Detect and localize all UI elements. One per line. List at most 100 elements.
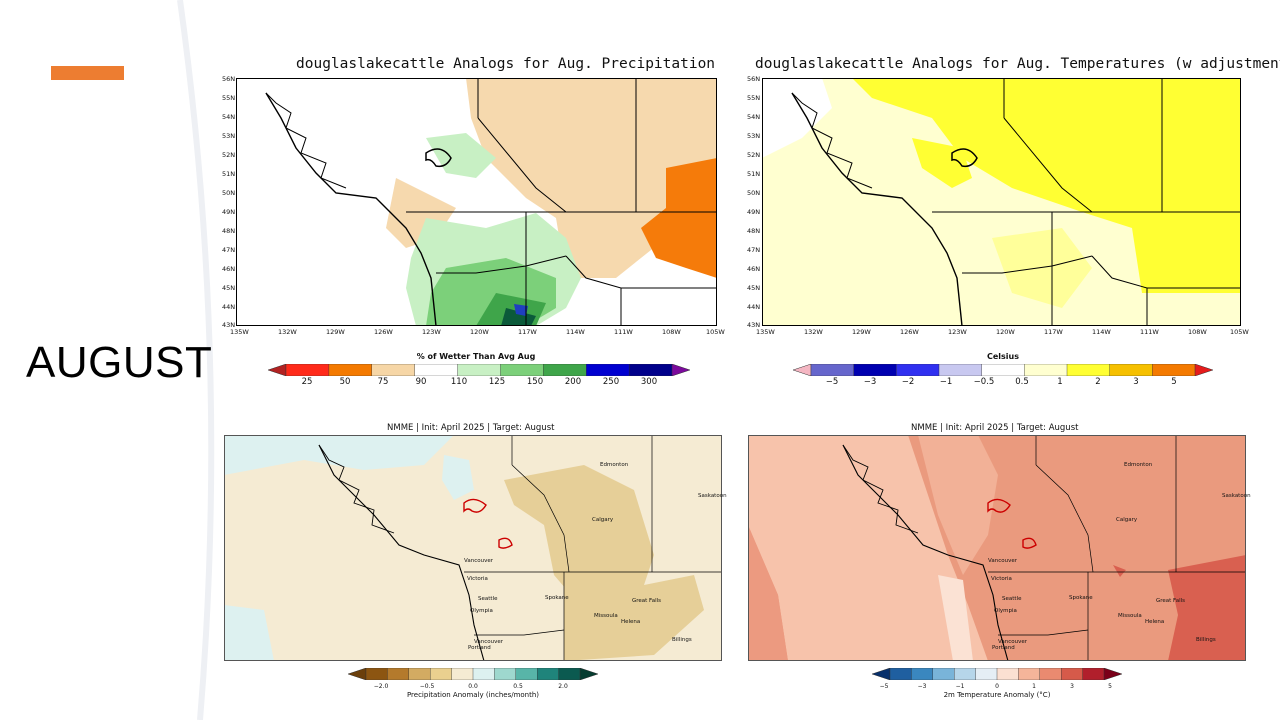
city-label: Portland: [468, 645, 491, 651]
colorbar-label: −2: [901, 377, 915, 387]
colorbar-segment: [1082, 668, 1105, 680]
colorbar-label: −1: [939, 377, 953, 387]
temp-colorbar: [793, 364, 1213, 376]
lon-tick: 123W: [948, 328, 967, 336]
colorbar-segment: [586, 364, 630, 376]
lat-tick: 43N: [747, 321, 761, 329]
city-label: Olympia: [470, 608, 493, 614]
colorbar-label: 2.0: [558, 683, 568, 690]
lon-tick: 114W: [1092, 328, 1111, 336]
colorbar-segment: [365, 668, 389, 680]
lat-tick: 51N: [747, 170, 761, 178]
colorbar-label: 0: [995, 683, 999, 690]
lat-tick: 48N: [747, 227, 761, 235]
lon-tick: 120W: [996, 328, 1015, 336]
colorbar-segment: [500, 364, 545, 376]
lat-tick: 45N: [222, 284, 236, 292]
colorbar-segment: [938, 364, 983, 376]
colorbar-cap-low: [872, 668, 891, 680]
lat-tick: 55N: [222, 94, 236, 102]
precip-colorbar: [268, 364, 690, 376]
colorbar-label: −5: [879, 683, 889, 690]
lat-tick: 46N: [747, 265, 761, 273]
colorbar-segment: [408, 668, 431, 680]
colorbar-label: 3: [1070, 683, 1074, 690]
colorbar-segment: [457, 364, 502, 376]
city-label: Calgary: [1116, 517, 1138, 523]
colorbar-segment: [285, 364, 330, 376]
lat-tick: 54N: [747, 113, 761, 121]
city-label: Seattle: [478, 596, 498, 602]
lat-tick: 56N: [222, 75, 236, 83]
lon-tick: 132W: [804, 328, 823, 336]
city-label: Edmonton: [1124, 462, 1153, 468]
city-label: Great Falls: [1156, 598, 1186, 604]
colorbar-label: −1: [955, 683, 965, 690]
colorbar-segment: [628, 364, 673, 376]
colorbar-label: −3: [863, 377, 877, 387]
colorbar-segment: [1039, 668, 1062, 680]
lat-tick: 49N: [747, 208, 761, 216]
city-label: Victoria: [991, 576, 1012, 582]
precip-colorbar-title: % of Wetter Than Avg Aug: [416, 352, 536, 361]
lat-tick: 55N: [747, 94, 761, 102]
lon-tick: 135W: [756, 328, 775, 336]
city-label: Missoula: [594, 613, 618, 619]
lat-tick: 45N: [747, 284, 761, 292]
colorbar-label: 75: [377, 377, 389, 387]
colorbar-cap-low: [268, 364, 287, 376]
lat-tick: 50N: [747, 189, 761, 197]
colorbar-segment: [429, 668, 453, 680]
colorbar-segment: [1060, 668, 1084, 680]
colorbar-label: 200: [564, 377, 582, 387]
colorbar-label: −0.5: [973, 377, 995, 387]
city-label: Billings: [672, 637, 692, 643]
city-label: Helena: [1145, 619, 1165, 625]
temp-map-title: douglaslakecattle Analogs for Aug. Tempe…: [755, 56, 1280, 72]
nmme-temp-colorbar: [872, 668, 1122, 680]
lon-tick: 111W: [1140, 328, 1159, 336]
slide-title: AUGUST: [26, 338, 213, 387]
colorbar-segment: [543, 364, 587, 376]
lon-tick: 108W: [1188, 328, 1207, 336]
lon-tick: 117W: [1044, 328, 1063, 336]
colorbar-cap-high: [579, 668, 598, 680]
nmme-precip-colorbar-caption: Precipitation Anomaly (inches/month): [406, 691, 540, 699]
colorbar-label: 90: [415, 377, 427, 387]
lat-tick: 46N: [222, 265, 236, 273]
nmme-precip-map: [224, 435, 722, 661]
colorbar-segment: [932, 668, 955, 680]
colorbar-segment: [975, 668, 998, 680]
lon-tick: 129W: [326, 328, 345, 336]
colorbar-label: 5: [1108, 683, 1112, 690]
colorbar-label: −0.5: [419, 683, 435, 690]
colorbar-segment: [558, 668, 581, 680]
lat-tick: 47N: [222, 246, 236, 254]
colorbar-segment: [1109, 364, 1154, 376]
colorbar-label: 50: [339, 377, 351, 387]
colorbar-segment: [853, 364, 898, 376]
colorbar-segment: [536, 668, 560, 680]
colorbar-segment: [1066, 364, 1111, 376]
lon-tick: 108W: [662, 328, 681, 336]
precip-map-title: douglaslakecattle Analogs for Aug. Preci…: [296, 56, 716, 72]
colorbar-label: 125: [488, 377, 506, 387]
city-label: Calgary: [592, 517, 614, 523]
colorbar-segment: [1024, 364, 1068, 376]
lat-tick: 52N: [222, 151, 236, 159]
colorbar-segment: [911, 668, 934, 680]
colorbar-label: 0.5: [513, 683, 523, 690]
nmme-precip-colorbar: [348, 668, 598, 680]
lon-tick: 111W: [614, 328, 633, 336]
colorbar-segment: [472, 668, 496, 680]
colorbar-cap-high: [671, 364, 690, 376]
city-label: Great Falls: [632, 598, 662, 604]
colorbar-label: −5: [825, 377, 839, 387]
colorbar-segment: [889, 668, 913, 680]
colorbar-segment: [494, 668, 517, 680]
lat-tick: 56N: [747, 75, 761, 83]
colorbar-segment: [451, 668, 474, 680]
colorbar-segment: [1018, 668, 1041, 680]
lat-tick: 44N: [222, 303, 236, 311]
lat-tick: 54N: [222, 113, 236, 121]
